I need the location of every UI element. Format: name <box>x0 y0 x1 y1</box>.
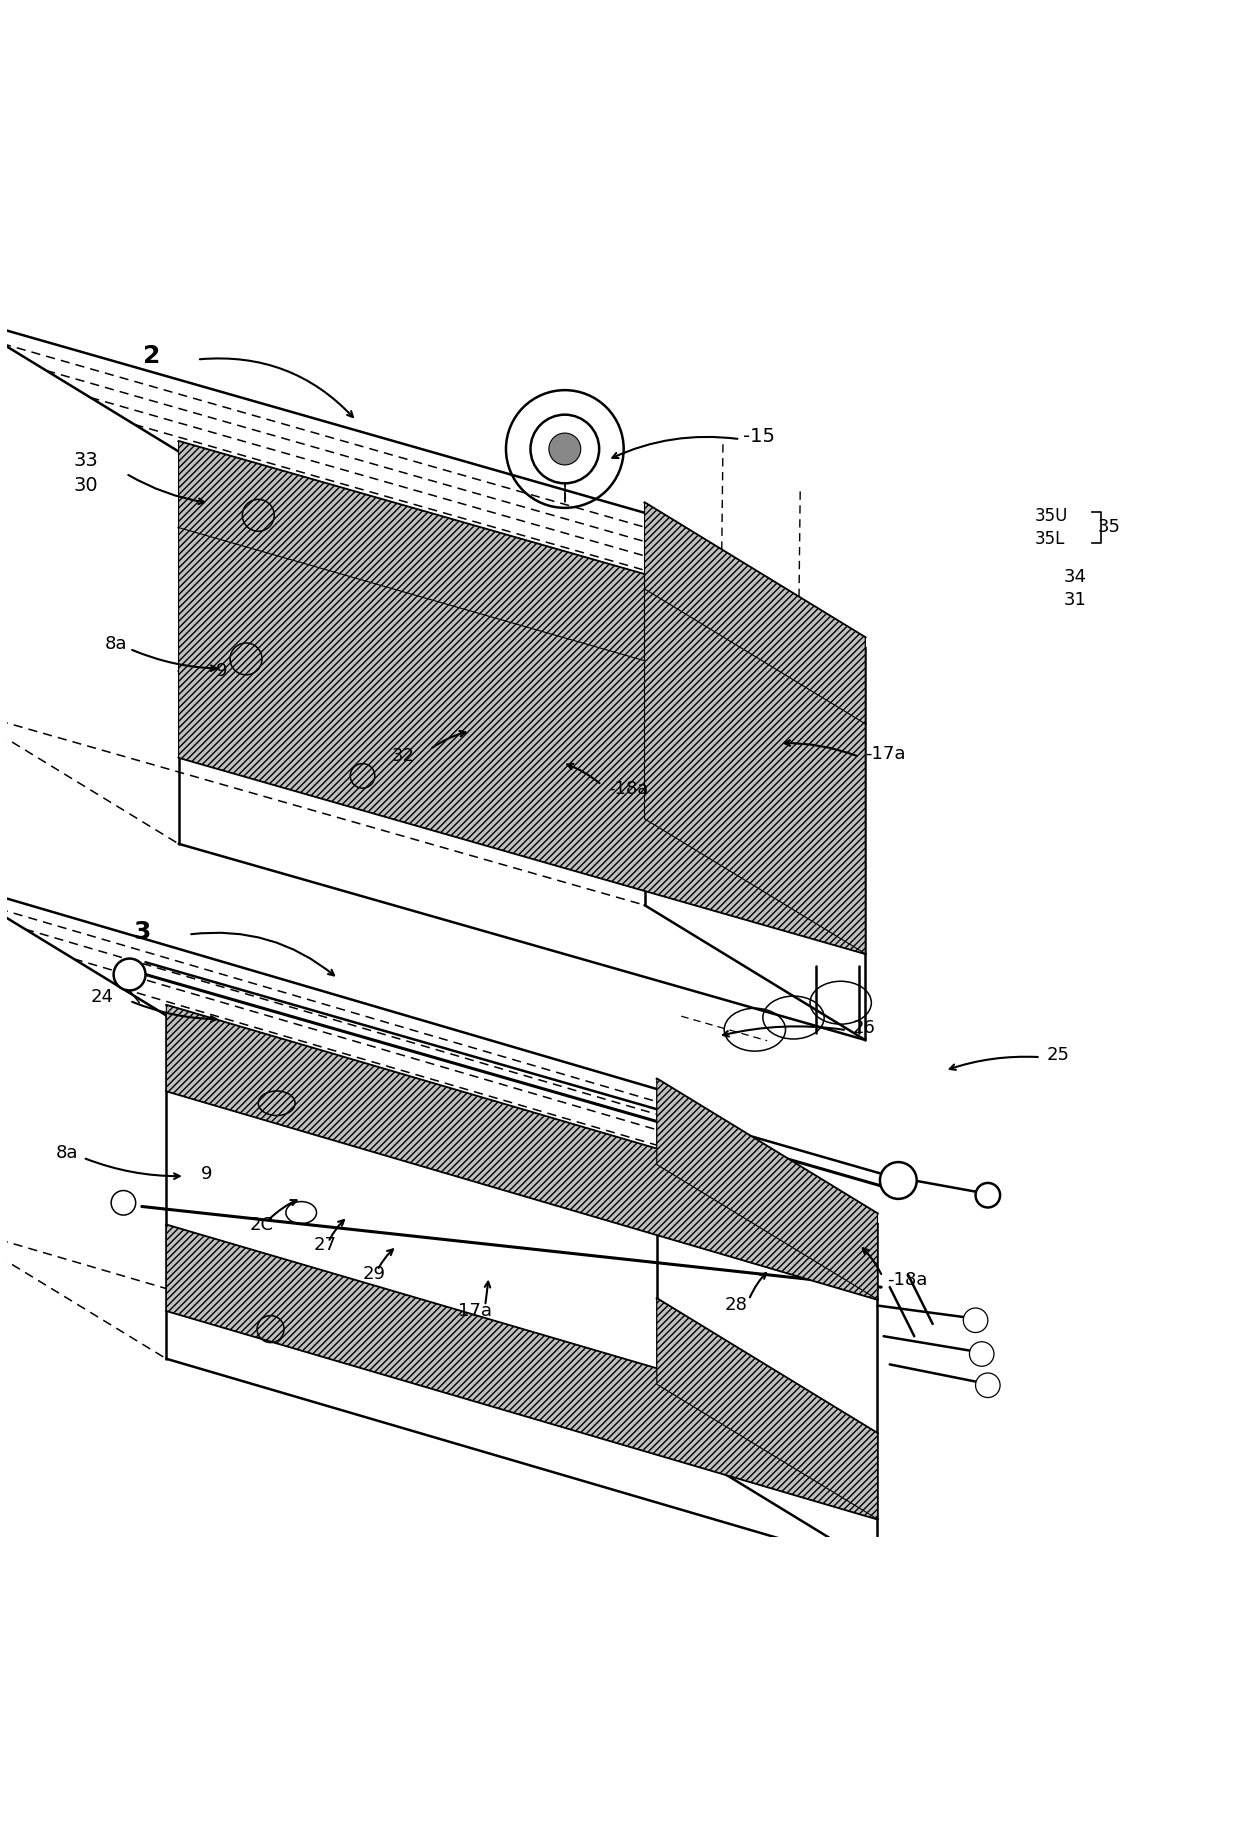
Text: 17a: 17a <box>459 1302 492 1321</box>
Text: 35: 35 <box>1099 519 1121 536</box>
Text: 24: 24 <box>91 988 113 1007</box>
Text: 31: 31 <box>1064 591 1086 610</box>
Circle shape <box>976 1372 1001 1398</box>
Polygon shape <box>657 1079 878 1300</box>
Circle shape <box>112 1191 135 1215</box>
Text: 9: 9 <box>216 661 227 680</box>
Circle shape <box>970 1341 994 1367</box>
Text: 35L: 35L <box>1034 530 1065 547</box>
Text: 34: 34 <box>1064 567 1086 585</box>
Text: 9: 9 <box>201 1165 212 1182</box>
Text: 30: 30 <box>73 477 98 495</box>
Text: 32: 32 <box>392 746 414 765</box>
Circle shape <box>531 416 599 484</box>
Text: 26: 26 <box>853 1020 875 1036</box>
Text: 29: 29 <box>362 1265 386 1284</box>
Circle shape <box>114 959 145 990</box>
Polygon shape <box>657 1298 878 1518</box>
Text: 33: 33 <box>73 451 98 469</box>
Text: 35U: 35U <box>1034 508 1068 525</box>
Text: -18a: -18a <box>608 779 649 798</box>
Circle shape <box>880 1162 916 1199</box>
Text: -18a: -18a <box>888 1271 928 1289</box>
Circle shape <box>976 1182 1001 1208</box>
Polygon shape <box>166 1005 878 1300</box>
Polygon shape <box>179 528 866 953</box>
Text: 3: 3 <box>133 920 150 944</box>
Text: 2C: 2C <box>249 1215 274 1234</box>
Text: 8a: 8a <box>104 635 128 654</box>
Circle shape <box>549 432 580 465</box>
Text: -17a: -17a <box>866 746 905 763</box>
Polygon shape <box>179 441 866 868</box>
Text: 27: 27 <box>314 1236 336 1254</box>
Polygon shape <box>645 589 866 953</box>
Text: 25: 25 <box>1047 1045 1070 1064</box>
Text: 8a: 8a <box>56 1143 78 1162</box>
Text: 2: 2 <box>143 344 160 368</box>
Polygon shape <box>166 1225 878 1518</box>
Polygon shape <box>645 502 866 868</box>
Text: 28: 28 <box>725 1297 748 1313</box>
Text: -15: -15 <box>743 427 775 447</box>
Circle shape <box>963 1308 988 1332</box>
